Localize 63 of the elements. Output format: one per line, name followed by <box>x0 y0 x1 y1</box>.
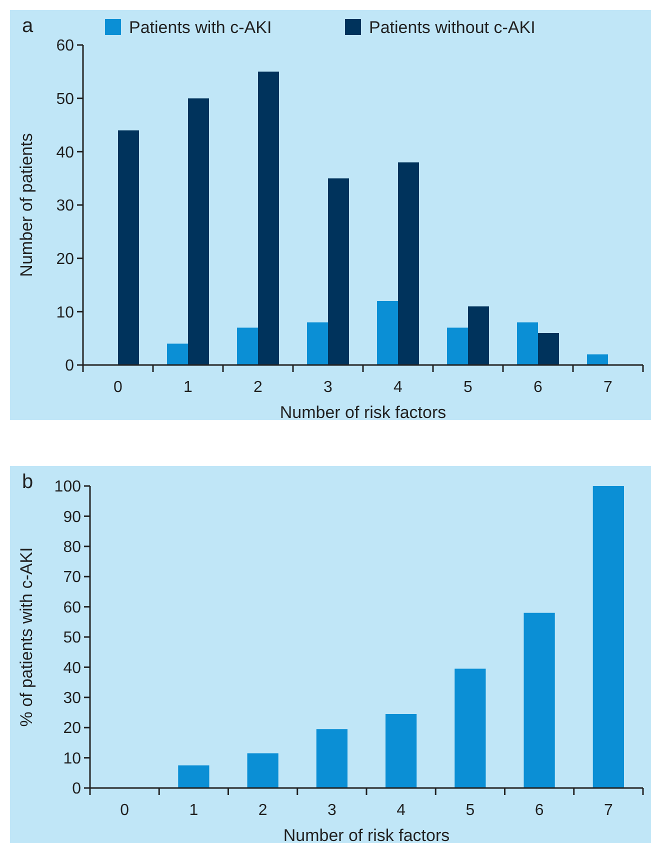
y-tick-label: 30 <box>56 198 74 215</box>
bar <box>517 322 538 365</box>
x-tick-label: 3 <box>327 802 336 819</box>
bar <box>538 333 559 365</box>
legend-label: Patients without c-AKI <box>369 18 536 37</box>
x-tick-label: 4 <box>394 379 403 396</box>
y-tick-label: 100 <box>54 478 82 496</box>
x-tick-label: 1 <box>184 379 193 396</box>
bar <box>377 301 398 365</box>
y-tick-label: 40 <box>63 660 82 677</box>
y-tick-label: 80 <box>63 539 82 556</box>
x-tick-label: 5 <box>464 379 473 396</box>
bar <box>316 729 348 788</box>
y-tick-label: 50 <box>56 90 74 108</box>
y-tick-label: 30 <box>63 690 82 707</box>
bar <box>188 98 209 365</box>
y-axis-title: % of patients with c-AKI <box>17 547 36 727</box>
y-tick-label: 20 <box>56 250 74 268</box>
x-tick-label: 2 <box>258 802 268 819</box>
bar <box>524 612 555 788</box>
y-tick-label: 0 <box>65 358 74 375</box>
bar <box>454 668 486 788</box>
x-tick-label: 4 <box>396 802 406 819</box>
bar <box>237 328 258 365</box>
chart-title: b <box>22 471 34 493</box>
bar <box>178 765 210 788</box>
x-tick-label: 7 <box>604 802 613 819</box>
y-tick-label: 0 <box>72 780 82 798</box>
x-tick-label: 3 <box>324 379 333 396</box>
bar <box>167 344 188 365</box>
x-tick-label: 5 <box>466 802 475 819</box>
bar <box>587 354 608 365</box>
y-tick-label: 70 <box>63 569 82 586</box>
y-tick-label: 20 <box>63 720 82 738</box>
bar <box>258 72 279 365</box>
y-tick-label: 60 <box>56 38 74 55</box>
x-axis-title: Number of risk factors <box>283 826 450 843</box>
bar <box>328 178 349 365</box>
legend-label: Patients with c-AKI <box>129 18 272 37</box>
bar <box>307 322 328 365</box>
bar <box>398 162 419 365</box>
chart-title: a <box>22 15 34 37</box>
x-tick-label: 0 <box>120 802 130 819</box>
bar <box>592 486 624 788</box>
x-tick-label: 1 <box>189 802 198 819</box>
y-tick-label: 60 <box>63 599 82 616</box>
y-tick-label: 90 <box>63 508 82 526</box>
x-tick-label: 7 <box>604 379 613 396</box>
x-tick-label: 6 <box>534 379 543 396</box>
y-tick-label: 50 <box>63 630 82 647</box>
y-tick-label: 10 <box>63 750 82 768</box>
y-tick-label: 10 <box>56 304 74 322</box>
bar <box>118 130 139 365</box>
x-tick-label: 0 <box>114 379 123 396</box>
bar <box>247 753 278 788</box>
x-tick-label: 2 <box>254 379 263 396</box>
x-axis-title: Number of risk factors <box>280 403 446 422</box>
y-axis-title: Number of patients <box>17 133 36 277</box>
y-tick-label: 40 <box>56 144 74 162</box>
bar <box>386 714 417 788</box>
x-tick-label: 6 <box>534 802 544 819</box>
bar <box>468 306 489 365</box>
bar <box>447 328 468 365</box>
